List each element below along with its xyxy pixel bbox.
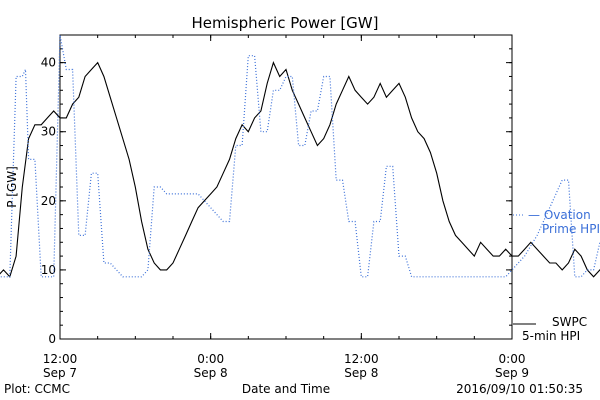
series-layer [0,34,600,278]
x-tick-time-label: 12:00 [43,352,78,366]
x-tick-date-label: Sep 8 [344,366,378,380]
footer-plot-credit: Plot: CCMC [4,382,70,396]
x-tick-time-label: 0:00 [499,352,526,366]
x-axis-label: Date and Time [242,382,330,396]
y-tick-label: 30 [41,125,56,139]
x-tick-date-label: Sep 8 [194,366,228,380]
plot-frame [59,34,513,340]
y-axis-label: P [GW] [5,166,19,208]
y-tick-label: 10 [41,263,56,277]
footer-timestamp: 2016/09/10 01:50:35 [456,382,583,396]
x-tick-time-label: 12:00 [344,352,379,366]
legend-ovation: — Ovation Prime HPI [513,208,600,236]
legend-swpc: SWPC 5-min HPI [513,315,587,343]
legend-ovation-label-1: — Ovation [528,208,591,222]
series-swpc-line [0,61,600,278]
x-tick-date-label: Sep 7 [43,366,77,380]
legend-swpc-label-2: 5-min HPI [522,329,580,343]
y-axis-ticks: 0 10 20 30 40 [41,34,512,346]
chart-title: Hemispheric Power [GW] [192,14,379,32]
y-tick-label: 0 [48,332,56,346]
legend-ovation-label-2: Prime HPI [542,222,600,236]
x-tick-date-label: Sep 9 [495,366,529,380]
y-tick-label: 40 [41,56,56,70]
x-tick-time-label: 0:00 [197,352,224,366]
legend-swpc-label-1: SWPC [552,315,587,329]
y-tick-label: 20 [41,194,56,208]
series-ovation-line [0,34,600,278]
